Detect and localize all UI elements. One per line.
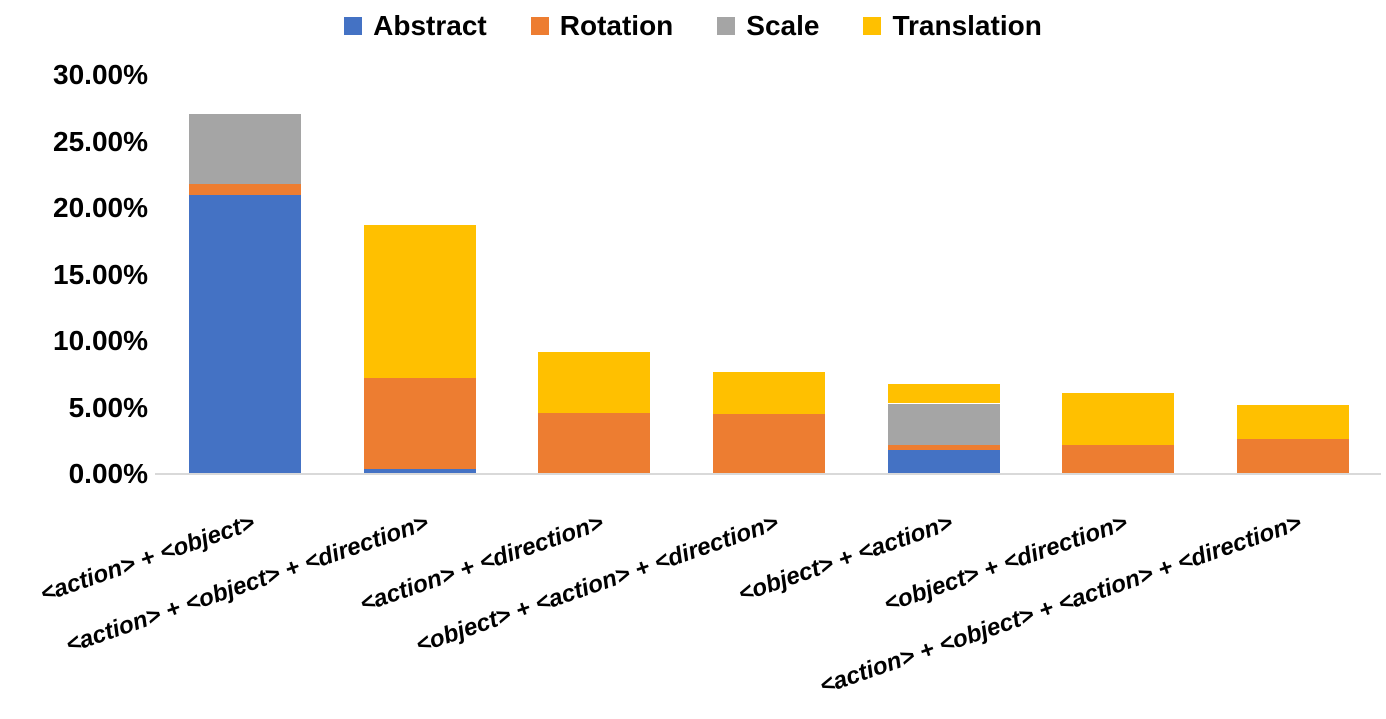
y-axis-tick-label: 5.00% (68, 391, 148, 423)
legend-item-translation: Translation (863, 10, 1042, 41)
y-axis-tick-label: 25.00% (53, 125, 148, 157)
bar-segment-abstract-cat1 (189, 194, 302, 474)
bar-segment-rotation-cat5 (887, 444, 1000, 451)
bar-segment-rotation-cat4 (713, 414, 825, 474)
bar-segment-rotation-cat6 (1062, 444, 1175, 474)
legend-label: Translation (892, 10, 1042, 41)
y-axis-tick-label: 30.00% (53, 59, 148, 90)
legend-item-rotation: Rotation (530, 10, 674, 41)
legend-color-swatch-icon (717, 17, 736, 35)
bar-segment-rotation-cat7 (1236, 439, 1349, 474)
y-axis-tick-label: 20.00% (53, 192, 148, 223)
bar-segment-rotation-cat2 (363, 378, 476, 469)
legend-label: Rotation (559, 10, 674, 41)
bar-segment-rotation-cat3 (538, 412, 651, 474)
legend-color-swatch-icon (863, 17, 882, 35)
bar-segment-translation-cat3 (538, 351, 651, 413)
bar-segment-translation-cat2 (363, 225, 476, 379)
bar-segment-scale-cat1 (189, 113, 302, 185)
legend-item-abstract: Abstract (344, 12, 487, 40)
legend-color-swatch-icon (344, 17, 363, 35)
legend-label: Scale (746, 10, 820, 41)
bar-segment-scale-cat5 (887, 403, 1000, 445)
x-axis-line (155, 473, 1381, 475)
legend-color-swatch-icon (530, 17, 549, 35)
legend-label: Abstract (373, 10, 487, 41)
y-axis-tick-label: 15.00% (53, 258, 148, 290)
bar-segment-rotation-cat1 (189, 184, 302, 195)
y-axis-tick-label: 10.00% (53, 325, 148, 356)
bar-segment-translation-cat7 (1236, 404, 1349, 440)
bar-segment-translation-cat4 (713, 371, 825, 415)
bar-segment-abstract-cat5 (887, 450, 1000, 474)
bar-segment-translation-cat6 (1062, 392, 1175, 445)
bar-segment-translation-cat5 (887, 383, 1000, 404)
bar-segment-abstract-cat2 (363, 468, 476, 474)
chart-legend: Abstract Rotation Scale Translation (0, 12, 1386, 40)
legend-item-scale: Scale (717, 12, 819, 40)
y-axis-tick-label: 0.00% (68, 458, 148, 489)
